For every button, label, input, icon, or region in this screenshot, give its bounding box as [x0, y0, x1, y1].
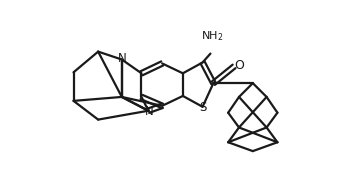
Text: N: N	[145, 105, 154, 118]
Text: NH$_2$: NH$_2$	[201, 29, 224, 43]
Text: S: S	[199, 101, 206, 114]
Text: O: O	[234, 59, 244, 72]
Text: N: N	[117, 52, 126, 65]
